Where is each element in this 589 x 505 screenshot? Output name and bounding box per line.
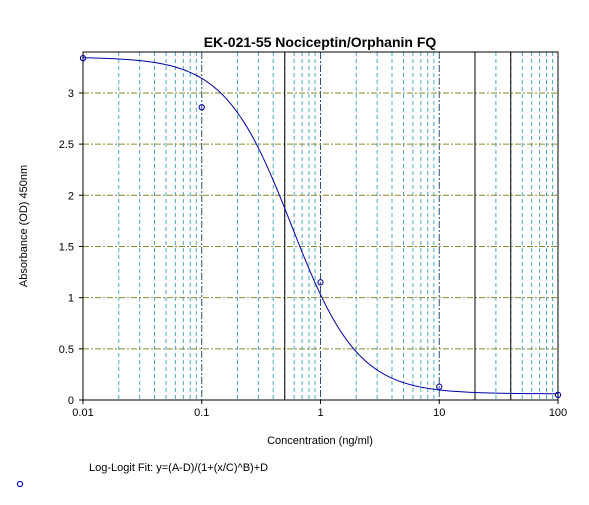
x-axis-label: Concentration (ng/ml) [267, 435, 373, 447]
x-tick-label: 0.1 [194, 407, 209, 419]
fit-curve [82, 57, 559, 395]
data-point [554, 391, 562, 399]
y-tick-label: 2.5 [59, 139, 74, 151]
fit-curve-group [82, 57, 559, 395]
y-tick-label: 1.5 [59, 241, 74, 253]
chart-title: EK-021-55 Nociceptin/Orphanin FQ [204, 34, 437, 50]
data-point [436, 383, 443, 390]
x-tick-label: 100 [549, 407, 567, 419]
y-tick-label: 2 [68, 190, 74, 202]
y-axis-label: Absorbance (OD) 450nm [18, 165, 30, 287]
grid [83, 52, 558, 400]
y-tick-label: 3 [68, 88, 74, 100]
x-tick-label: 0.01 [72, 407, 93, 419]
y-tick-label: 1 [68, 293, 74, 305]
axis-ticks [79, 92, 559, 404]
y-tick-label: 0.5 [59, 344, 74, 356]
x-tick-label: 1 [317, 407, 323, 419]
data-point [317, 279, 324, 286]
data-points [79, 54, 562, 399]
tick-labels: 0.01 0.1 1 10 100 0 0.5 1 1.5 2 2.5 3 [59, 88, 567, 419]
legend-marker [16, 480, 24, 488]
data-point [79, 54, 87, 62]
fit-equation: Log-Logit Fit: y=(A-D)/(1+(x/C)^B)+D [89, 462, 268, 474]
data-point [198, 104, 205, 111]
x-tick-label: 10 [433, 407, 445, 419]
y-tick-label: 0 [68, 395, 74, 407]
